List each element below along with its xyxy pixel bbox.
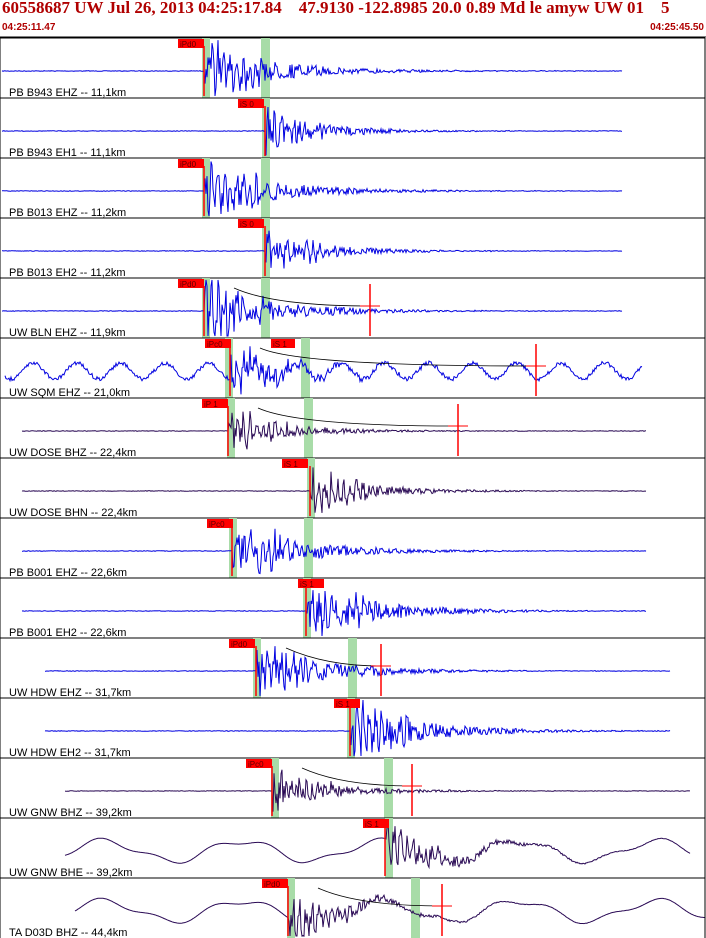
waveform-trace — [64, 820, 691, 870]
pick-window — [301, 338, 310, 398]
pick-label: iS 0 — [240, 100, 254, 109]
pick-label-box — [334, 699, 360, 708]
waveform-trace — [2, 279, 623, 337]
station-label: UW HDW EH2 -- 31,7km — [9, 747, 131, 759]
pick-label-box — [363, 819, 389, 828]
pick-window — [307, 458, 315, 518]
pick-label: iPd0 — [180, 280, 197, 289]
pick-label: iPd0 — [180, 40, 197, 49]
pick-window — [202, 278, 210, 338]
pick-label-box — [271, 339, 295, 348]
pick-label-box — [298, 579, 324, 588]
pick-label-box — [246, 759, 272, 768]
pick-window — [287, 878, 295, 938]
pick-label-box — [238, 99, 264, 108]
pick-label: iPc0 — [207, 340, 223, 349]
pick-label-box — [262, 879, 288, 888]
pick-label-box — [178, 279, 204, 288]
waveform-trace — [1, 106, 623, 156]
station-label: TA D03D BHZ -- 44,4km — [9, 927, 127, 938]
waveform-trace — [1, 40, 623, 97]
waveform-trace — [21, 528, 647, 575]
moveout-curve — [233, 287, 371, 307]
station-label: UW DOSE BHZ -- 22,4km — [9, 447, 136, 459]
pick-window — [229, 518, 237, 578]
pick-window — [411, 878, 420, 938]
pick-window — [262, 98, 270, 158]
station-label: PB B001 EHZ -- 22,6km — [9, 567, 127, 579]
moveout-curve — [259, 347, 537, 367]
pick-label: iPc0 — [248, 760, 264, 769]
pick-window — [262, 218, 270, 278]
waveform-trace — [21, 590, 646, 637]
pick-label: iPc0 — [209, 520, 225, 529]
station-label: UW SQM EHZ -- 21,0km — [9, 387, 130, 399]
event-title: 60558687 UW Jul 26, 2013 04:25:17.84 47.… — [2, 0, 670, 17]
waveform-trace — [2, 161, 623, 217]
pick-label-box — [207, 519, 233, 528]
pick-label: iPd0 — [264, 880, 281, 889]
pick-label-box — [238, 219, 264, 228]
waveform-trace — [44, 699, 671, 757]
waveform-trace — [21, 467, 647, 513]
pick-window — [348, 638, 357, 698]
pick-window — [225, 338, 233, 398]
header: 60558687 UW Jul 26, 2013 04:25:17.84 47.… — [0, 0, 706, 38]
station-label: PB B013 EHZ -- 11,2km — [9, 207, 126, 219]
moveout-curve — [301, 767, 413, 787]
pick-label: iS 1 — [365, 820, 379, 829]
pick-window — [253, 638, 261, 698]
pick-window — [303, 578, 311, 638]
pick-window — [384, 758, 393, 818]
waveform-trace — [45, 646, 671, 697]
moveout-curve — [317, 887, 443, 907]
pick-label-box — [178, 159, 204, 168]
time-end: 04:25:45.50 — [650, 22, 704, 33]
pick-label-box — [205, 339, 231, 348]
station-label: PB B943 EH1 -- 11,1km — [9, 147, 126, 159]
pick-window — [347, 698, 355, 758]
moveout-curve — [257, 407, 459, 427]
pick-label: iPd0 — [180, 160, 197, 169]
pick-label: iS 1 — [300, 580, 314, 589]
waveform-trace — [64, 769, 690, 812]
waveform-trace — [74, 893, 705, 937]
pick-window — [261, 158, 270, 218]
station-label: PB B943 EHZ -- 11,1km — [9, 87, 126, 99]
pick-label: iS 1 — [336, 700, 350, 709]
pick-window — [261, 278, 270, 338]
station-label: PB B013 EH2 -- 11,2km — [9, 267, 126, 279]
waveform-trace — [2, 230, 623, 269]
station-label: UW GNW BHZ -- 39,2km — [9, 807, 132, 819]
pick-label: iS 1 — [284, 460, 298, 469]
pick-label-box — [229, 639, 255, 648]
time-start: 04:25:11.47 — [2, 22, 56, 33]
pick-window — [202, 38, 210, 98]
station-label: PB B001 EH2 -- 22,6km — [9, 627, 126, 639]
pick-label: iS 0 — [240, 220, 254, 229]
pick-label-box — [282, 459, 308, 468]
moveout-curve — [285, 647, 382, 667]
waveform-trace — [21, 411, 647, 450]
pick-label: iS 1 — [273, 340, 287, 349]
pick-label: iPd0 — [231, 640, 248, 649]
station-label: UW HDW EHZ -- 31,7km — [9, 687, 131, 699]
station-label: UW BLN EHZ -- 11,9km — [9, 327, 126, 339]
pick-label-box — [202, 399, 228, 408]
station-label: UW DOSE BHN -- 22,4km — [9, 507, 137, 519]
station-label: UW GNW BHE -- 39,2km — [9, 867, 132, 879]
pick-label: iP 1 — [204, 400, 218, 409]
pick-window — [385, 818, 393, 878]
pick-label-box — [178, 39, 204, 48]
